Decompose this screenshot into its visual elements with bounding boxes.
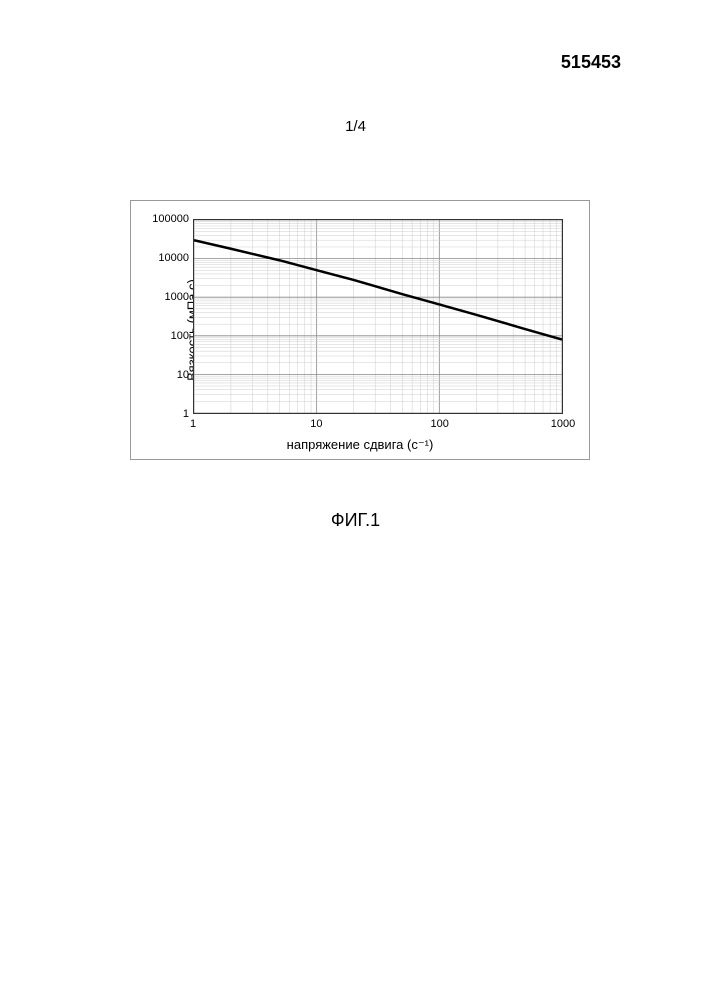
y-tick-label: 10 xyxy=(177,369,189,381)
y-tick-label: 100 xyxy=(171,330,189,342)
x-tick-label: 10 xyxy=(310,418,322,430)
y-tick-label: 10000 xyxy=(158,252,189,264)
x-tick-label: 1 xyxy=(190,418,196,430)
plot-area xyxy=(193,219,563,414)
chart-svg xyxy=(194,220,562,413)
x-axis-label: напряжение сдвига (c⁻¹) xyxy=(287,437,434,453)
x-tick-label: 1000 xyxy=(551,418,575,430)
page-fraction: 1/4 xyxy=(345,118,366,135)
y-tick-label: 100000 xyxy=(152,213,189,225)
y-tick-label: 1000 xyxy=(165,291,189,303)
y-tick-label: 1 xyxy=(183,408,189,420)
chart-frame: Вязкость (мПа.с) напряжение сдвига (c⁻¹)… xyxy=(130,200,590,460)
figure-caption: ФИГ.1 xyxy=(331,510,380,531)
page-number: 515453 xyxy=(561,52,621,73)
x-tick-label: 100 xyxy=(430,418,448,430)
